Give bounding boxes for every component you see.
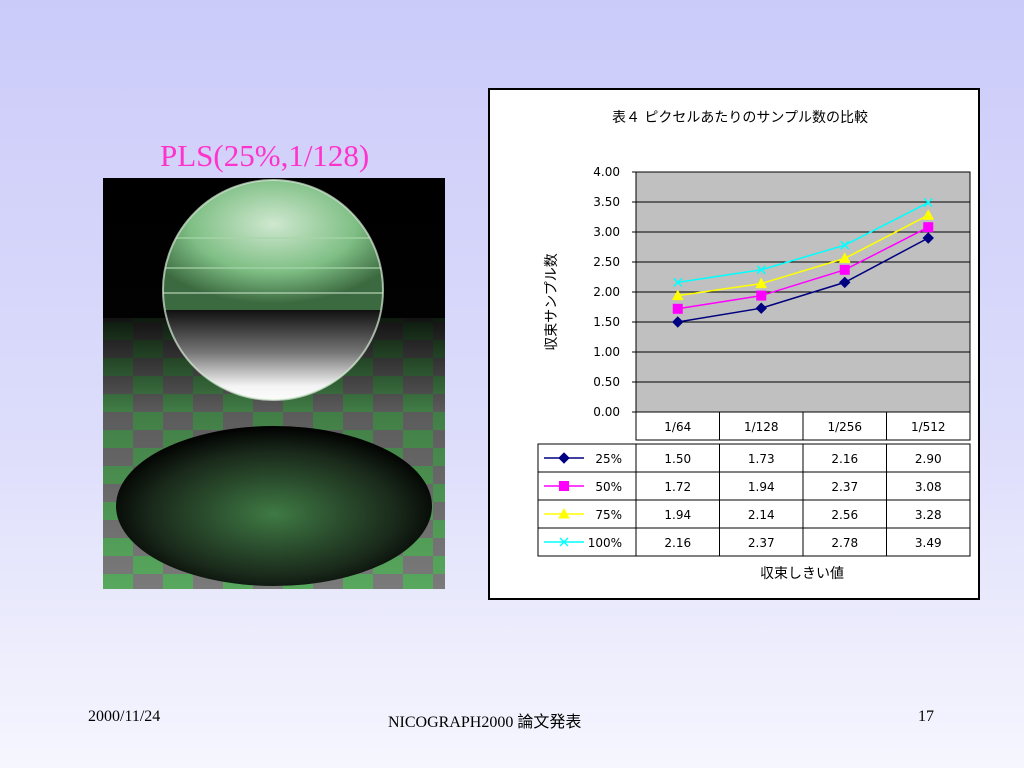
data-label: 1.94: [664, 508, 691, 522]
series-line: [677, 201, 929, 284]
data-label: 3.08: [915, 480, 942, 494]
data-label: 2.37: [748, 536, 775, 550]
legend-marker: [559, 481, 569, 491]
data-point: [756, 265, 766, 275]
data-label: 1.50: [664, 452, 691, 466]
data-label: 2.37: [831, 480, 858, 494]
data-point: [923, 198, 933, 208]
data-label: 2.14: [748, 508, 775, 522]
chart-title: 表４ ピクセルあたりのサンプル数の比較: [612, 110, 868, 126]
legend-label: 75%: [595, 508, 622, 522]
y-tick-label: 1.50: [593, 315, 620, 329]
data-label: 2.78: [831, 536, 858, 550]
category-label: 1/256: [827, 420, 862, 434]
data-point: [755, 302, 767, 314]
slide-title: PLS(25%,1/128): [160, 138, 370, 173]
data-point: [839, 264, 850, 275]
y-tick-label: 2.00: [593, 285, 620, 299]
data-label: 1.73: [748, 452, 775, 466]
data-label: 2.16: [664, 536, 691, 550]
sample-count-chart: 表４ ピクセルあたりのサンプル数の比較 収束サンプル数 収束しきい値 0.00 0…: [537, 110, 971, 582]
legend-label: 50%: [595, 480, 622, 494]
y-tick-label: 0.50: [593, 375, 620, 389]
data-point: [755, 277, 768, 289]
data-label: 2.90: [915, 452, 942, 466]
footer-conference: NICOGRAPH2000 論文発表: [388, 714, 582, 731]
data-label: 3.28: [915, 508, 942, 522]
footer-date: 2000/11/24: [88, 708, 161, 725]
data-point: [840, 240, 850, 250]
page-number: 17: [918, 708, 934, 725]
category-label: 1/64: [664, 420, 691, 434]
y-axis-label: 収束サンプル数: [544, 253, 560, 351]
data-label: 3.49: [915, 536, 942, 550]
legend-label: 100%: [588, 536, 622, 550]
data-label: 1.94: [748, 480, 775, 494]
data-point: [839, 276, 851, 289]
y-tick-label: 3.50: [593, 195, 620, 209]
y-tick-label: 4.00: [593, 165, 620, 179]
x-axis-label: 収束しきい値: [760, 566, 844, 582]
y-tick-label: 2.50: [593, 255, 620, 269]
y-tick-label: 0.00: [593, 405, 620, 419]
series-line: [677, 214, 929, 297]
data-point: [922, 232, 934, 244]
data-point: [756, 290, 767, 301]
data-label: 2.56: [831, 508, 858, 522]
series-line: [677, 237, 929, 323]
legend-marker: [559, 537, 569, 547]
data-point: [672, 316, 684, 328]
legend-marker: [558, 452, 570, 464]
data-point: [673, 277, 683, 287]
rendered-glass-sphere-image: [103, 178, 445, 589]
y-tick-label: 3.00: [593, 225, 620, 239]
data-label: 2.16: [831, 452, 858, 466]
legend-label: 25%: [595, 452, 622, 466]
data-label: 1.72: [664, 480, 691, 494]
data-point: [923, 222, 934, 233]
data-point: [922, 209, 935, 220]
data-point: [838, 252, 851, 263]
data-point: [671, 289, 684, 301]
category-label: 1/128: [744, 420, 779, 434]
y-tick-label: 1.00: [593, 345, 620, 359]
series-line: [677, 226, 929, 310]
data-point: [672, 303, 683, 314]
legend-marker: [558, 507, 570, 519]
chart-panel: 表４ ピクセルあたりのサンプル数の比較 収束サンプル数 収束しきい値 0.00 0…: [488, 88, 980, 600]
category-label: 1/512: [911, 420, 946, 434]
